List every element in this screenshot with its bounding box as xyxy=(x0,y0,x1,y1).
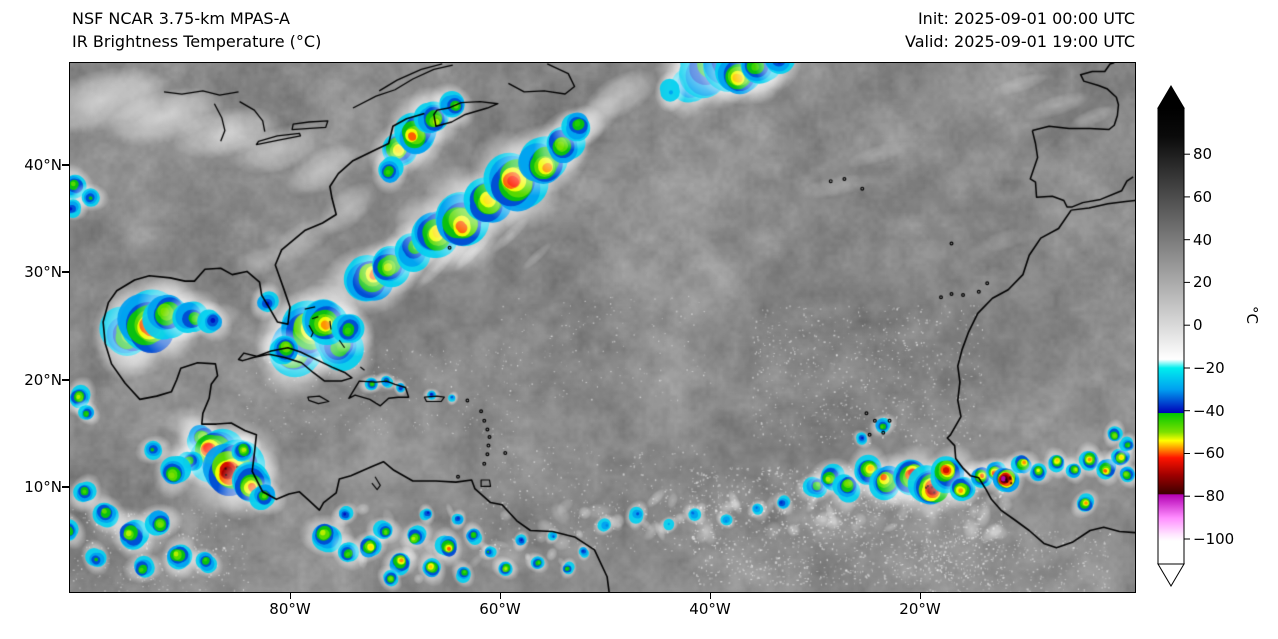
colorbar-tick-label: 0 xyxy=(1193,316,1203,335)
y-tick-label-10n: 10°N xyxy=(24,478,62,496)
colorbar-tick-label: −60 xyxy=(1193,444,1225,463)
y-tick-label-30n: 30°N xyxy=(24,263,62,281)
x-axis-tick xyxy=(289,592,291,599)
x-tick-label-80w: 80°W xyxy=(269,600,311,618)
y-axis-tick xyxy=(62,379,69,381)
colorbar-tick-label: −20 xyxy=(1193,358,1225,377)
colorbar-tick-label: 60 xyxy=(1193,187,1213,206)
y-axis-tick xyxy=(62,271,69,273)
y-tick-label-40n: 40°N xyxy=(24,156,62,174)
colorbar-unit-label: °C xyxy=(1243,306,1261,324)
x-axis-tick xyxy=(499,592,501,599)
colorbar-extend-bottom xyxy=(1157,563,1185,587)
run-times: Init: 2025-09-01 00:00 UTC Valid: 2025-0… xyxy=(813,7,1135,53)
x-axis-tick xyxy=(919,592,921,599)
colorbar-extend-top xyxy=(1157,85,1185,109)
x-axis-tick xyxy=(709,592,711,599)
colorbar xyxy=(1157,85,1190,587)
model-title: NSF NCAR 3.75-km MPAS-A xyxy=(72,9,290,28)
y-axis-tick xyxy=(62,164,69,166)
map-area xyxy=(69,62,1136,593)
y-axis-tick xyxy=(62,486,69,488)
colorbar-gradient-bar xyxy=(1157,107,1185,565)
ir-map-canvas xyxy=(70,63,1135,592)
colorbar-tick-label: −40 xyxy=(1193,401,1225,420)
x-tick-label-60w: 60°W xyxy=(479,600,521,618)
x-tick-label-40w: 40°W xyxy=(689,600,731,618)
colorbar-tick-label: −80 xyxy=(1193,487,1225,506)
field-title: IR Brightness Temperature (°C) xyxy=(72,32,322,51)
y-tick-label-20n: 20°N xyxy=(24,371,62,389)
figure-titles: NSF NCAR 3.75-km MPAS-A IR Brightness Te… xyxy=(72,7,321,53)
x-tick-label-20w: 20°W xyxy=(899,600,941,618)
init-time: Init: 2025-09-01 00:00 UTC xyxy=(917,9,1135,28)
valid-time: Valid: 2025-09-01 19:00 UTC xyxy=(904,32,1135,51)
colorbar-tick-label: 20 xyxy=(1193,273,1213,292)
colorbar-tick-label: −100 xyxy=(1193,529,1235,548)
colorbar-tick-label: 40 xyxy=(1193,230,1213,249)
colorbar-tick-label: 80 xyxy=(1193,145,1213,164)
